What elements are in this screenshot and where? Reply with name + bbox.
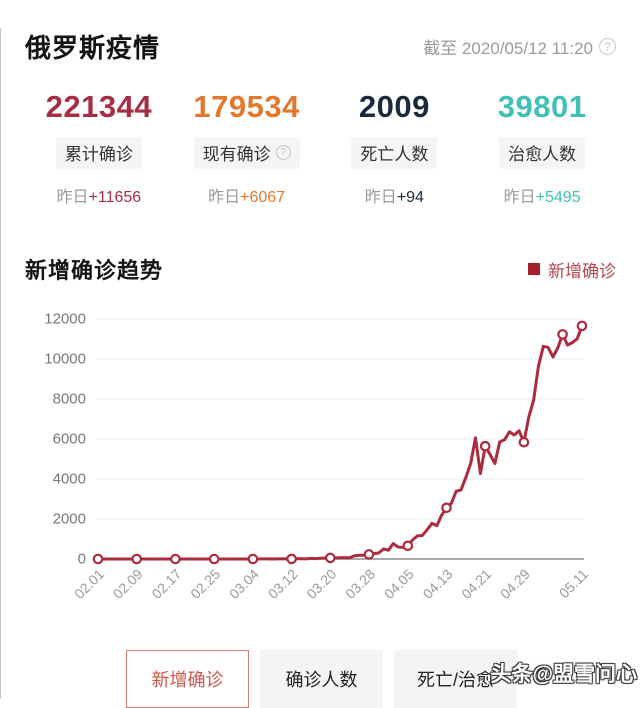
russia-epidemic-card: 俄罗斯疫情 截至 2020/05/12 11:20 ? 221344 累计确诊 … [1, 28, 640, 627]
svg-text:2000: 2000 [53, 511, 86, 528]
header: 俄罗斯疫情 截至 2020/05/12 11:20 ? [25, 28, 616, 65]
svg-text:04.29: 04.29 [497, 566, 533, 602]
delta-value: +11656 [88, 189, 142, 206]
tab-new-confirmed[interactable]: 新增确诊 [126, 650, 249, 708]
stat-cured: 39801 治愈人数 昨日+5495 [468, 89, 616, 207]
legend-label: 新增确诊 [548, 261, 616, 281]
stat-label: 死亡人数 [351, 137, 438, 169]
svg-text:04.13: 04.13 [420, 566, 456, 602]
as-of-text: 截至 2020/05/12 11:20 [423, 39, 593, 58]
svg-text:02.09: 02.09 [110, 566, 146, 602]
svg-text:03.04: 03.04 [226, 566, 262, 602]
svg-text:04.21: 04.21 [458, 566, 494, 602]
svg-text:04.05: 04.05 [381, 566, 417, 602]
stat-label: 累计确诊 [55, 137, 142, 169]
delta-value: +94 [396, 189, 424, 206]
svg-text:02.25: 02.25 [187, 566, 223, 602]
svg-text:12000: 12000 [44, 311, 86, 328]
delta-prefix: 昨日 [208, 189, 241, 206]
svg-text:8000: 8000 [53, 391, 86, 408]
stats-row: 221344 累计确诊 昨日+11656 179534 现有确诊? 昨日+606… [25, 89, 616, 207]
delta-prefix: 昨日 [503, 189, 536, 206]
stat-delta: 昨日+94 [365, 183, 424, 207]
stat-current-confirmed: 179534 现有确诊? 昨日+6067 [173, 89, 321, 207]
svg-text:6000: 6000 [53, 431, 86, 448]
svg-text:03.28: 03.28 [342, 566, 378, 602]
stat-label: 现有确诊? [193, 137, 300, 169]
delta-value: +5495 [535, 189, 581, 206]
trend-chart-title: 新增确诊趋势 [25, 258, 164, 283]
trend-section-header: 新增确诊趋势 新增确诊 [25, 253, 616, 285]
legend-swatch-icon [528, 263, 540, 275]
svg-text:05.11: 05.11 [556, 566, 592, 602]
svg-text:03.20: 03.20 [303, 566, 339, 602]
stat-value: 221344 [45, 89, 153, 124]
delta-prefix: 昨日 [56, 189, 89, 206]
stat-label-text: 治愈人数 [508, 145, 577, 164]
stat-value: 39801 [497, 89, 587, 124]
question-circle-icon[interactable]: ? [275, 145, 291, 160]
svg-text:10000: 10000 [44, 351, 86, 368]
question-circle-icon[interactable]: ? [599, 38, 616, 55]
stat-label-text: 死亡人数 [360, 145, 429, 164]
page-title: 俄罗斯疫情 [25, 33, 161, 63]
stat-delta: 昨日+5495 [504, 183, 581, 207]
stat-label-text: 累计确诊 [64, 145, 133, 164]
stat-delta: 昨日+6067 [208, 183, 285, 207]
stat-value: 179534 [193, 89, 300, 124]
stat-cumulative-confirmed: 221344 累计确诊 昨日+11656 [25, 89, 173, 207]
stat-deaths: 2009 死亡人数 昨日+94 [321, 89, 469, 207]
stat-label: 治愈人数 [499, 137, 586, 169]
delta-prefix: 昨日 [364, 189, 397, 206]
chart-legend: 新增确诊 [528, 257, 616, 282]
chart-tabs: 新增确诊 确诊人数 死亡/治愈 [126, 650, 517, 708]
svg-text:02.01: 02.01 [71, 566, 107, 602]
watermark: 头条@盟雪问心 [490, 663, 637, 686]
stat-label-text: 现有确诊 [202, 145, 271, 164]
as-of-timestamp: 截至 2020/05/12 11:20 ? [423, 34, 616, 59]
svg-text:02.17: 02.17 [148, 566, 184, 602]
stat-delta: 昨日+11656 [57, 183, 142, 207]
svg-text:03.12: 03.12 [265, 566, 301, 602]
delta-value: +6067 [240, 189, 286, 206]
stat-value: 2009 [358, 89, 430, 124]
svg-text:0: 0 [78, 551, 86, 568]
tab-confirmed-count[interactable]: 确诊人数 [260, 650, 383, 708]
svg-text:4000: 4000 [53, 471, 86, 488]
